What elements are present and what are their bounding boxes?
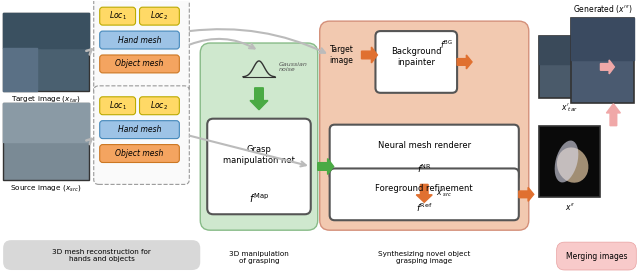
Bar xyxy=(3,103,89,180)
Text: 3D manipulation
of grasping: 3D manipulation of grasping xyxy=(229,251,289,264)
FancyBboxPatch shape xyxy=(200,43,317,230)
Text: Neural mesh renderer: Neural mesh renderer xyxy=(378,141,471,150)
FancyBboxPatch shape xyxy=(330,125,519,180)
FancyBboxPatch shape xyxy=(100,97,136,115)
Text: 3D mesh reconstruction for
hands and objects: 3D mesh reconstruction for hands and obj… xyxy=(52,249,151,262)
FancyBboxPatch shape xyxy=(557,242,636,270)
Polygon shape xyxy=(600,60,614,74)
Polygon shape xyxy=(250,88,268,110)
Text: Grasp
manipulation net: Grasp manipulation net xyxy=(223,145,295,165)
Text: $x'_{tar}$: $x'_{tar}$ xyxy=(561,102,578,114)
Bar xyxy=(3,13,89,91)
Polygon shape xyxy=(607,104,620,126)
Text: Merging images: Merging images xyxy=(566,252,627,261)
FancyBboxPatch shape xyxy=(376,31,457,93)
Polygon shape xyxy=(362,47,378,63)
Text: Object mesh: Object mesh xyxy=(115,60,164,69)
FancyBboxPatch shape xyxy=(100,31,179,49)
Polygon shape xyxy=(317,159,333,174)
Polygon shape xyxy=(519,187,534,201)
Text: Source image ($x_{src}$): Source image ($x_{src}$) xyxy=(10,183,81,193)
Text: $f^{\mathsf{Map}}$: $f^{\mathsf{Map}}$ xyxy=(249,191,269,205)
Bar xyxy=(571,18,634,103)
FancyBboxPatch shape xyxy=(3,240,200,270)
Text: Foreground refinement: Foreground refinement xyxy=(376,184,473,193)
FancyBboxPatch shape xyxy=(93,0,189,95)
Text: Synthesizing novel object
grasping image: Synthesizing novel object grasping image xyxy=(378,251,470,264)
FancyBboxPatch shape xyxy=(100,121,179,139)
Bar xyxy=(539,126,600,197)
Text: $x''$: $x''$ xyxy=(564,201,575,212)
Text: Background
inpainter: Background inpainter xyxy=(391,47,442,67)
Ellipse shape xyxy=(555,141,579,183)
Text: Hand mesh: Hand mesh xyxy=(118,36,161,45)
Text: $f^{\mathsf{BG}}$: $f^{\mathsf{BG}}$ xyxy=(440,39,453,51)
Text: $\mathit{Loc}_1$: $\mathit{Loc}_1$ xyxy=(109,100,127,112)
Bar xyxy=(539,36,600,98)
Polygon shape xyxy=(416,184,432,202)
Text: Target image ($x_{tar}$): Target image ($x_{tar}$) xyxy=(11,94,81,104)
Text: Hand mesh: Hand mesh xyxy=(118,125,161,134)
FancyBboxPatch shape xyxy=(93,86,189,184)
Text: Object mesh: Object mesh xyxy=(115,149,164,158)
FancyBboxPatch shape xyxy=(100,145,179,162)
Text: Generated ($x'''$): Generated ($x'''$) xyxy=(573,3,632,15)
FancyBboxPatch shape xyxy=(320,21,529,230)
Text: $f^{\mathsf{Ref}}$: $f^{\mathsf{Ref}}$ xyxy=(416,202,433,215)
FancyBboxPatch shape xyxy=(140,97,179,115)
Text: $f^{\mathsf{NR}}$: $f^{\mathsf{NR}}$ xyxy=(417,162,431,175)
Text: Target
image: Target image xyxy=(330,45,353,65)
Text: $\mathit{Loc}_1$: $\mathit{Loc}_1$ xyxy=(109,10,127,22)
FancyBboxPatch shape xyxy=(100,55,179,73)
Text: Gaussian
noise: Gaussian noise xyxy=(279,61,308,72)
Text: $\mathit{Loc}_2$: $\mathit{Loc}_2$ xyxy=(150,10,168,22)
FancyBboxPatch shape xyxy=(100,7,136,25)
Ellipse shape xyxy=(557,147,588,183)
Text: $x'_{src}$: $x'_{src}$ xyxy=(436,186,453,199)
Polygon shape xyxy=(457,55,472,69)
FancyBboxPatch shape xyxy=(207,119,311,214)
FancyBboxPatch shape xyxy=(140,7,179,25)
Text: $\mathit{Loc}_2$: $\mathit{Loc}_2$ xyxy=(150,100,168,112)
FancyBboxPatch shape xyxy=(330,168,519,220)
